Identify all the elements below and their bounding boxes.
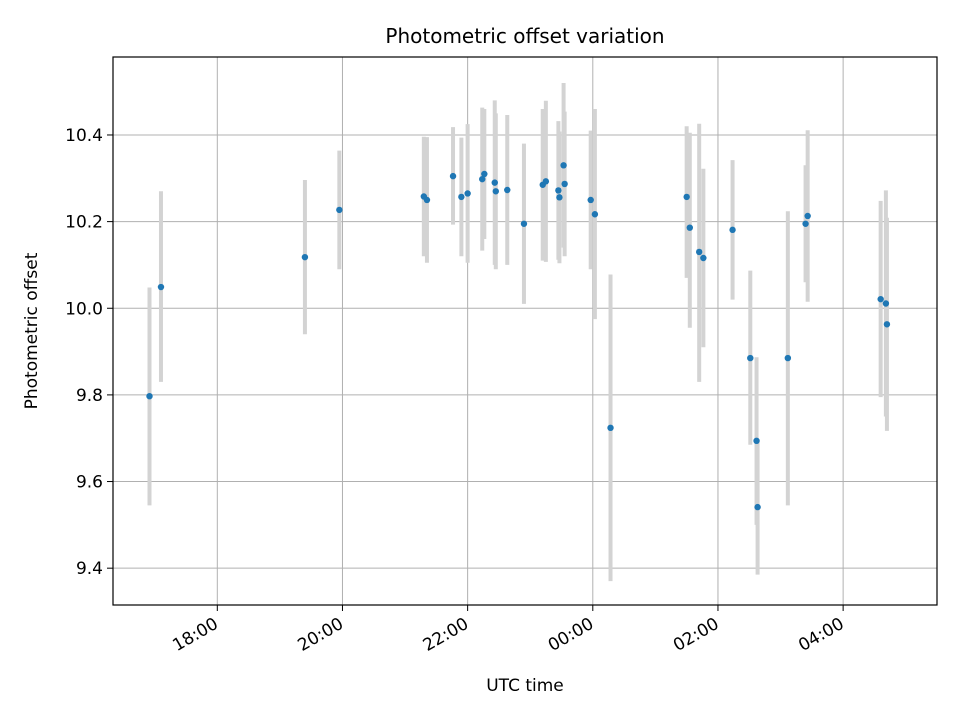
- chart-title: Photometric offset variation: [385, 24, 664, 48]
- data-points: [146, 162, 891, 511]
- data-point: [729, 226, 736, 234]
- data-point: [458, 193, 465, 201]
- data-point: [555, 187, 562, 194]
- data-point: [542, 178, 550, 185]
- data-point: [686, 224, 693, 231]
- data-point: [464, 190, 471, 197]
- data-point: [882, 300, 890, 307]
- data-point: [683, 193, 690, 201]
- y-axis-title: Photometric offset: [22, 252, 42, 409]
- data-point: [877, 295, 884, 303]
- data-point: [492, 188, 499, 195]
- y-tick-label: 9.6: [76, 473, 103, 493]
- data-point: [591, 211, 599, 218]
- data-point: [700, 254, 707, 262]
- data-point: [802, 220, 809, 227]
- data-point: [301, 253, 309, 261]
- data-point: [157, 283, 165, 291]
- data-point: [146, 392, 153, 400]
- data-point: [747, 354, 754, 362]
- y-axis-ticks: 9.4 9.6 9.8 10.0 10.2 10.4: [65, 126, 113, 579]
- y-tick-label: 9.8: [76, 386, 103, 406]
- axes-frame: [112, 56, 938, 606]
- data-point: [481, 170, 488, 178]
- data-point: [491, 179, 498, 186]
- data-point: [560, 162, 567, 169]
- data-point: [504, 186, 511, 194]
- x-axis-title: UTC time: [486, 676, 564, 696]
- data-point: [336, 206, 343, 214]
- data-point: [449, 172, 457, 180]
- data-point: [587, 196, 594, 204]
- data-point: [561, 180, 568, 188]
- data-point: [556, 194, 563, 201]
- y-tick-label: 10.0: [65, 299, 103, 319]
- data-point: [804, 212, 811, 220]
- data-point: [479, 175, 486, 183]
- data-point: [423, 196, 431, 204]
- data-point: [784, 354, 792, 362]
- data-point: [695, 248, 703, 256]
- y-tick-label: 9.4: [76, 559, 103, 579]
- data-point: [607, 424, 614, 432]
- data-point: [883, 321, 891, 328]
- y-tick-label: 10.2: [65, 213, 103, 233]
- y-tick-label: 10.4: [65, 126, 103, 146]
- data-point: [754, 503, 761, 511]
- data-point: [520, 220, 528, 227]
- data-point: [753, 437, 760, 445]
